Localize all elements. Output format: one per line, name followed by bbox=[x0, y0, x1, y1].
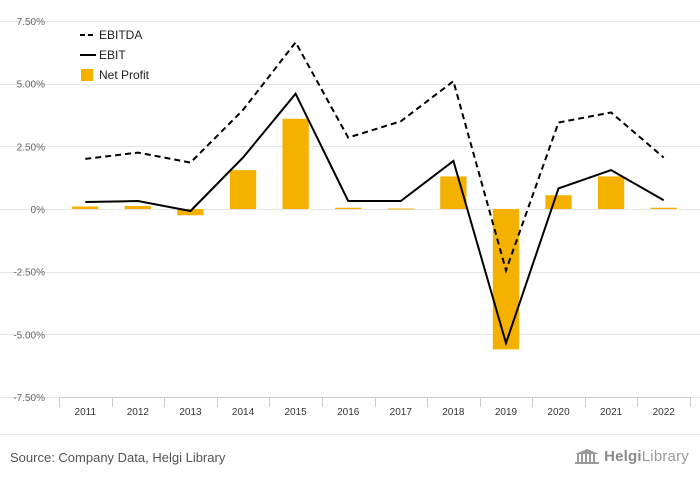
net-profit-bar bbox=[650, 207, 677, 209]
library-building-icon bbox=[575, 448, 600, 464]
x-axis: 2011 2012 2013 2014 2015 2016 2017 2018 2019 2020… bbox=[59, 397, 691, 418]
x-tick-label: 2017 bbox=[390, 407, 413, 418]
net-profit-bar bbox=[282, 118, 309, 209]
legend-label-net-profit: Net Profit bbox=[99, 68, 150, 82]
x-tick-label: 2014 bbox=[232, 407, 255, 418]
x-tick-label: 2013 bbox=[179, 407, 202, 418]
logo-word-helgi: Helgi bbox=[604, 448, 642, 465]
net-profit-bar bbox=[124, 205, 152, 209]
x-tick-label: 2016 bbox=[337, 407, 360, 418]
series-lines bbox=[85, 40, 665, 347]
footer-divider bbox=[0, 434, 700, 435]
legend-label-ebit: EBIT bbox=[99, 48, 126, 62]
net-profit-bar bbox=[545, 195, 572, 209]
x-tick-label: 2018 bbox=[442, 407, 465, 418]
x-tick-label: 2015 bbox=[285, 407, 308, 418]
logo-word-library: Library bbox=[641, 448, 689, 465]
helgi-library-logo: HelgiLibrary bbox=[574, 448, 689, 465]
x-tick-label: 2020 bbox=[547, 407, 570, 418]
y-tick-label: -2.50% bbox=[13, 268, 45, 279]
y-axis: 7.50% 5.00% 2.50% 0% -2.50% -5.00% -7.50% bbox=[13, 17, 45, 404]
y-tick-label: -5.00% bbox=[13, 330, 45, 341]
x-tick-label: 2022 bbox=[653, 407, 676, 418]
legend-label-ebitda: EBITDA bbox=[99, 28, 142, 42]
net-profit-bar bbox=[72, 206, 99, 209]
net-profit-bar bbox=[387, 208, 414, 210]
net-profit-bars bbox=[72, 118, 677, 350]
x-tick-label: 2011 bbox=[75, 407, 97, 418]
footer: Source: Company Data, Helgi Library Helg… bbox=[0, 434, 700, 483]
net-profit-bar bbox=[335, 207, 362, 209]
net-profit-bar bbox=[597, 176, 625, 209]
y-tick-label: 0% bbox=[31, 205, 46, 216]
y-tick-label: 2.50% bbox=[17, 142, 45, 153]
y-tick-label: 7.50% bbox=[17, 17, 45, 28]
net-profit-bar bbox=[177, 209, 204, 216]
x-tick-label: 2012 bbox=[127, 407, 150, 418]
legend-swatch-net-profit bbox=[81, 69, 93, 81]
x-tick-label: 2021 bbox=[600, 407, 623, 418]
y-tick-label: -7.50% bbox=[13, 393, 45, 404]
ebit-line bbox=[85, 91, 665, 347]
y-tick-label: 5.00% bbox=[17, 80, 45, 91]
x-tick-label: 2019 bbox=[495, 407, 518, 418]
source-text: Source: Company Data, Helgi Library bbox=[10, 450, 226, 465]
legend: EBITDA EBIT Net Profit bbox=[80, 28, 150, 82]
net-profit-bar bbox=[229, 170, 257, 209]
net-profit-bar bbox=[492, 209, 520, 350]
chart: 7.50% 5.00% 2.50% 0% -2.50% -5.00% -7.50% 2011… bbox=[0, 17, 700, 418]
ebitda-line bbox=[85, 40, 665, 274]
